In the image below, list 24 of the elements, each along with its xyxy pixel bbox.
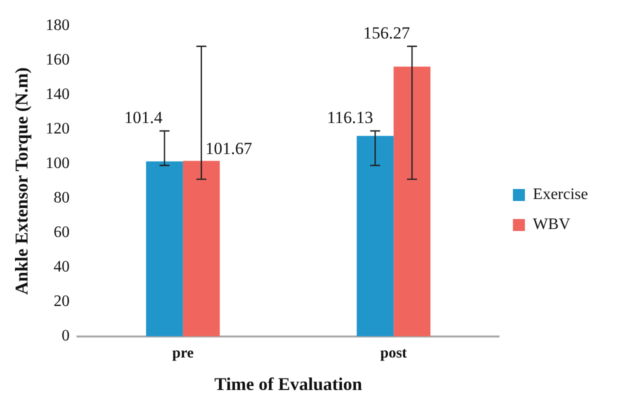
y-axis-title: Ankle Extensor Torque (N.m)	[11, 67, 32, 295]
x-tick-label: pre	[172, 345, 194, 362]
data-label: 156.27	[363, 23, 411, 42]
y-tick-label: 180	[46, 16, 70, 34]
y-tick-label: 160	[46, 51, 70, 68]
y-tick-label: 100	[46, 154, 70, 172]
data-label: 116.13	[327, 108, 374, 127]
x-tick-label: post	[380, 345, 407, 362]
bar	[182, 160, 220, 336]
bar	[394, 66, 430, 336]
legend-label: Exercise	[532, 186, 588, 204]
y-tick-label: 80	[54, 189, 70, 206]
bar	[146, 161, 183, 336]
bar	[356, 136, 394, 336]
legend-label: WBV	[532, 216, 571, 234]
y-tick-label: 120	[46, 120, 70, 138]
y-tick-label: 60	[54, 224, 70, 242]
y-tick-label: 0	[62, 328, 70, 345]
data-label: 101.67	[205, 138, 253, 158]
y-tick-label: 40	[54, 258, 70, 276]
y-tick-label: 140	[46, 86, 70, 103]
x-axis-title: Time of Evaluation	[214, 374, 362, 394]
y-tick-label: 20	[54, 293, 70, 310]
data-label: 101.4	[124, 108, 163, 127]
